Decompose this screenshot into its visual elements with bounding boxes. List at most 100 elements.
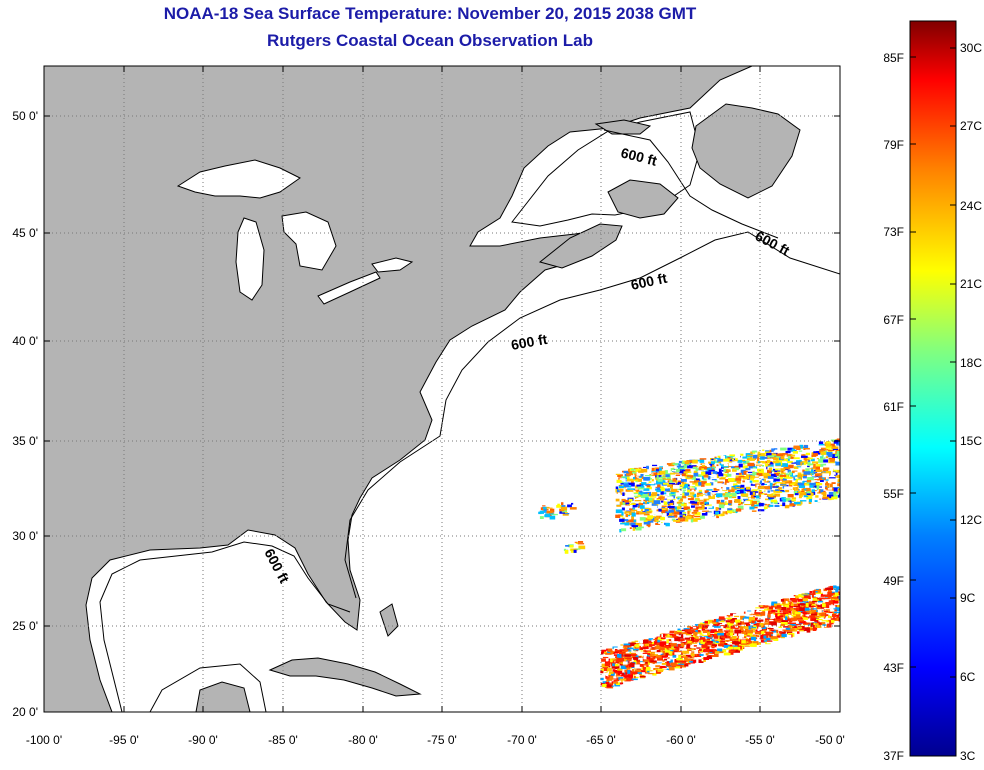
sst-pixel [803,607,810,611]
sst-pixel [739,453,744,456]
sst-pixel [838,457,840,462]
sst-pixel [638,502,642,504]
sst-pixel [738,638,741,642]
sst-pixel [738,644,746,646]
sst-pixel [821,620,828,622]
sst-pixel [690,495,694,498]
sst-pixel [821,492,827,495]
sst-pixel [711,491,718,493]
sst-pixel [823,467,830,470]
sst-pixel [775,482,782,484]
sst-pixel [780,447,787,451]
sst-pixel [796,466,802,468]
sst-pixel [668,463,675,467]
sst-pixel [695,517,702,520]
sst-pixel [630,509,638,512]
sst-pixel [728,462,736,466]
sst-pixel [745,611,752,615]
sst-pixel [802,475,807,479]
sst-pixel [795,607,800,612]
sst-pixel [776,477,780,479]
sst-pixel [615,498,620,502]
sst-pixel [649,484,655,486]
sst-pixel [677,517,684,521]
sst-pixel [835,605,838,607]
sst-pixel [665,471,668,473]
sst-pixel [639,517,646,521]
sst-pixel [631,678,638,681]
sst-pixel [746,486,750,490]
sst-pixel [783,610,789,613]
sst-pixel [748,470,754,472]
sst-pixel [618,677,624,680]
sst-pixel [765,618,770,621]
sst-pixel [685,475,692,477]
sst-pixel [819,463,827,467]
sst-pixel [815,483,823,486]
sst-pixel [674,665,681,669]
sst-pixel [819,462,824,464]
sst-pixel [751,489,757,494]
sst-pixel [796,472,802,475]
sst-pixel [567,504,572,508]
sst-pixel [617,474,623,477]
sst-pixel [683,497,688,502]
sst-pixel [780,599,784,602]
sst-pixel [644,643,649,646]
sst-pixel [627,485,632,488]
sst-pixel [825,456,829,459]
sst-pixel [754,631,762,634]
sst-pixel [705,645,710,648]
sst-pixel [779,615,783,617]
sst-pixel [665,645,671,647]
sst-pixel [776,605,782,609]
sst-pixel [615,486,619,489]
sst-pixel [836,438,840,442]
sst-pixel [823,610,828,612]
sst-pixel [735,475,741,478]
sst-pixel [784,632,787,635]
sst-pixel [811,469,814,474]
sst-pixel [556,505,562,508]
sst-pixel [758,494,762,498]
sst-pixel [774,603,781,607]
sst-pixel [682,512,686,515]
sst-pixel [834,614,839,617]
sst-pixel [693,631,698,636]
sst-pixel [758,619,764,622]
sst-pixel [831,618,837,620]
sst-pixel [676,647,680,650]
sst-pixel [661,634,665,638]
sst-pixel [763,605,769,609]
sst-pixel [703,634,709,636]
sst-pixel [635,468,641,473]
sst-pixel [811,609,819,613]
sst-pixel [803,474,808,477]
sst-pixel [827,596,833,599]
sst-pixel [669,479,672,481]
sst-pixel [760,612,766,616]
sst-pixel [627,670,634,674]
sst-pixel [787,447,794,451]
sst-pixel [692,467,698,470]
sst-pixel [715,513,718,516]
sst-pixel [818,597,826,600]
sst-pixel [824,614,829,617]
sst-pixel [690,500,697,504]
sst-pixel [732,622,739,626]
sst-pixel [666,512,669,517]
sst-pixel [728,471,735,474]
sst-pixel [625,657,632,660]
sst-pixel [714,484,718,487]
sst-pixel [767,464,774,469]
sst-pixel [806,600,809,603]
sst-pixel [635,507,641,510]
sst-pixel [695,468,699,472]
sst-pixel [805,610,811,613]
sst-pixel [663,488,670,492]
sst-pixel [734,615,740,618]
sst-pixel [770,621,777,625]
sst-pixel [698,635,702,637]
sst-pixel [653,516,656,518]
sst-pixel [756,610,762,613]
